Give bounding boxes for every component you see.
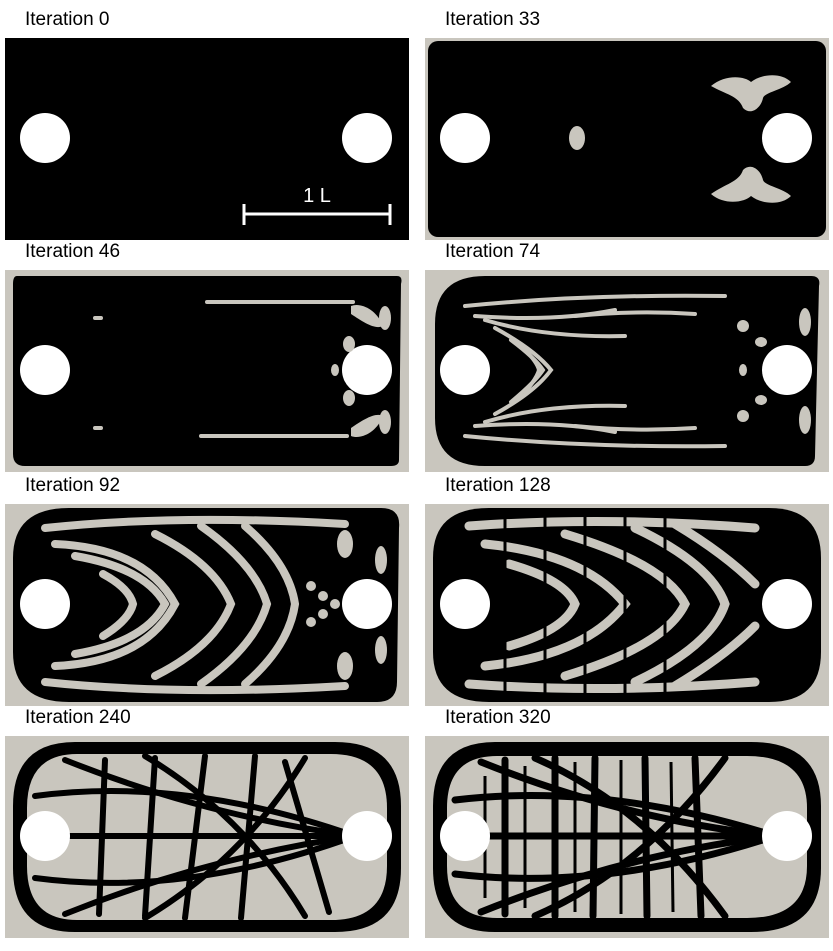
left-hole bbox=[20, 579, 70, 629]
left-hole bbox=[20, 345, 70, 395]
design-domain bbox=[425, 38, 829, 240]
scale-bar: 1 L bbox=[242, 185, 392, 225]
panel-iteration-0: Iteration 0 1 L bbox=[5, 8, 409, 240]
left-hole bbox=[440, 113, 490, 163]
panel-label: Iteration 92 bbox=[25, 475, 121, 496]
topology-iteration-92 bbox=[13, 508, 400, 702]
right-hole bbox=[342, 345, 392, 395]
right-hole bbox=[342, 579, 392, 629]
right-hole bbox=[762, 113, 812, 163]
design-domain bbox=[425, 736, 829, 938]
panel-label: Iteration 240 bbox=[25, 707, 131, 728]
panel-label: Iteration 128 bbox=[445, 475, 551, 496]
panel-label: Iteration 74 bbox=[445, 241, 541, 262]
left-hole bbox=[440, 345, 490, 395]
design-domain bbox=[5, 270, 409, 472]
panel-iteration-92: Iteration 92 bbox=[5, 474, 409, 706]
topology-iteration-74 bbox=[435, 276, 820, 466]
panel-iteration-128: Iteration 128 bbox=[425, 474, 829, 706]
panel-iteration-240: Iteration 240 bbox=[5, 706, 409, 938]
panel-label: Iteration 46 bbox=[25, 241, 121, 262]
left-hole bbox=[440, 579, 490, 629]
right-hole bbox=[342, 113, 392, 163]
panel-iteration-46: Iteration 46 bbox=[5, 240, 409, 472]
topology-iteration-0: 1 L bbox=[5, 38, 409, 240]
right-hole bbox=[762, 579, 812, 629]
panel-iteration-320: Iteration 320 bbox=[425, 706, 829, 938]
panel-label: Iteration 320 bbox=[445, 707, 551, 728]
design-domain: 1 L bbox=[5, 38, 409, 240]
right-hole bbox=[762, 811, 812, 861]
topology-iteration-46 bbox=[13, 276, 402, 466]
panel-label: Iteration 33 bbox=[445, 9, 541, 30]
design-domain bbox=[425, 504, 829, 706]
design-domain bbox=[5, 736, 409, 938]
design-domain bbox=[425, 270, 829, 472]
right-hole bbox=[342, 811, 392, 861]
panel-iteration-74: Iteration 74 bbox=[425, 240, 829, 472]
topology-iteration-240 bbox=[13, 742, 401, 932]
topology-iteration-33 bbox=[428, 41, 826, 237]
scale-bar-label: 1 L bbox=[303, 185, 331, 207]
panel-label: Iteration 0 bbox=[25, 9, 110, 30]
panel-iteration-33: Iteration 33 bbox=[425, 8, 829, 240]
left-hole bbox=[20, 113, 70, 163]
design-domain bbox=[5, 504, 409, 706]
right-hole bbox=[762, 345, 812, 395]
left-hole bbox=[440, 811, 490, 861]
topology-iteration-320 bbox=[433, 742, 821, 932]
left-hole bbox=[20, 811, 70, 861]
topology-iteration-128 bbox=[433, 508, 821, 702]
